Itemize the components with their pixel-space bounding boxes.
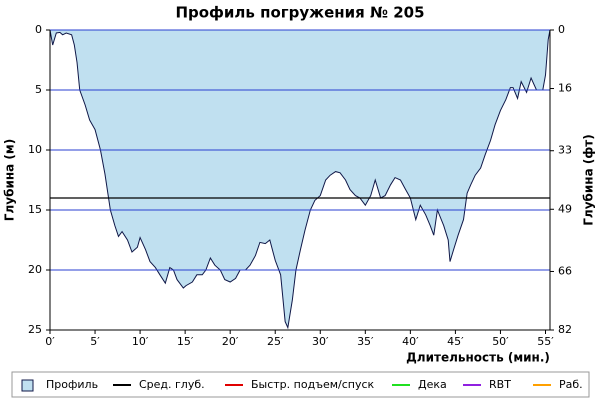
y2-tick-label: 33 — [558, 144, 572, 157]
legend-label: RBT — [489, 378, 511, 391]
y-tick-label: 20 — [28, 263, 42, 276]
x-tick-label: 20′ — [222, 335, 239, 348]
x-tick-label: 5′ — [90, 335, 100, 348]
y-tick-label: 15 — [28, 203, 42, 216]
y-axis-label: Глубина (м) — [3, 139, 17, 221]
x-tick-label: 40′ — [402, 335, 419, 348]
legend-label: Быстр. подъем/спуск — [251, 378, 375, 391]
y2-tick-label: 82 — [558, 323, 572, 336]
y2-tick-label: 66 — [558, 264, 572, 277]
chart-title: Профиль погружения № 205 — [175, 4, 424, 22]
x-tick-label: 30′ — [312, 335, 329, 348]
legend-label: Раб. — [559, 378, 583, 391]
y-tick-label: 5 — [35, 83, 42, 96]
x-tick-label: 10′ — [132, 335, 149, 348]
x-tick-label: 0′ — [45, 335, 55, 348]
x-tick-label: 35′ — [357, 335, 374, 348]
y2-axis-label: Глубина (фт) — [582, 134, 596, 225]
depth-area — [49, 29, 551, 330]
x-tick-label: 45′ — [447, 335, 464, 348]
x-tick-label: 25′ — [267, 335, 284, 348]
y-tick-label: 0 — [35, 23, 42, 36]
x-tick-label: 15′ — [177, 335, 194, 348]
legend-swatch — [21, 379, 34, 392]
legend-box — [11, 371, 590, 398]
legend-label: Сред. глуб. — [139, 378, 205, 391]
legend-label: Профиль — [46, 378, 98, 391]
x-tick-label: 55′ — [537, 335, 554, 348]
legend-label: Дека — [418, 378, 447, 391]
y2-tick-label: 0 — [558, 23, 565, 36]
y2-tick-label: 49 — [558, 202, 572, 215]
y-tick-label: 25 — [28, 323, 42, 336]
y-tick-label: 10 — [28, 143, 42, 156]
x-tick-label: 50′ — [492, 335, 509, 348]
x-axis-label: Длительность (мин.) — [406, 351, 550, 365]
y2-tick-label: 16 — [558, 82, 572, 95]
